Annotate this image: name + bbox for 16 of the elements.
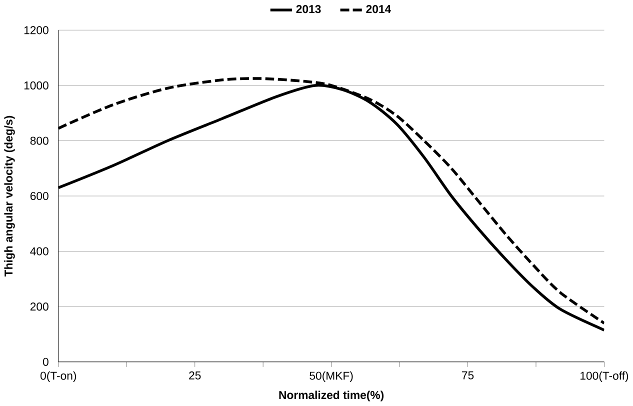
x-tick-label: 75 bbox=[462, 372, 474, 380]
y-tick-label: 0 bbox=[42, 358, 48, 366]
y-axis-title: Thigh angular velocity (deg/s) bbox=[4, 116, 15, 277]
legend-label: 2014 bbox=[366, 5, 392, 14]
y-tick-label: 600 bbox=[30, 192, 48, 200]
y-tick-label: 1000 bbox=[24, 82, 48, 90]
y-tick-label: 200 bbox=[30, 302, 48, 311]
x-tick-label: 100(T-off) bbox=[580, 372, 628, 382]
y-tick-label: 1200 bbox=[24, 26, 48, 34]
x-tick-label: 50(MKF) bbox=[310, 372, 353, 382]
x-tick-label: 25 bbox=[189, 372, 201, 380]
y-tick-label: 400 bbox=[30, 248, 48, 256]
legend-label: 2013 bbox=[296, 5, 321, 14]
x-tick-label: 0(T-on) bbox=[40, 372, 76, 382]
x-axis-title: Normalized time(%) bbox=[279, 390, 384, 402]
y-tick-label: 800 bbox=[30, 136, 48, 146]
